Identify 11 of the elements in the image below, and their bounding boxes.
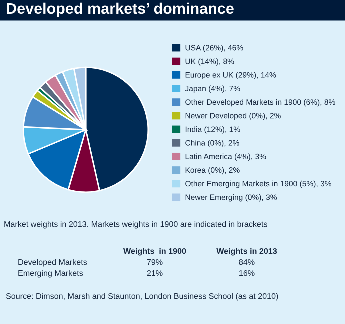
text: 21% (147, 270, 163, 276)
text: Market weights in 2013. Markets weights in 1900 are indicated in brackets (4, 221, 268, 229)
text: 16% (240, 270, 255, 276)
text: Developed Markets (18, 259, 88, 267)
chart-title: Developed markets’ dominance (7, 2, 234, 18)
source-note: Source: Dimson, Marsh and Staunton, London Business School (as at 2010) (6, 293, 278, 301)
text: Emerging Markets (18, 270, 84, 278)
text: 79% (147, 259, 163, 266)
text: Weights in 1900 (124, 248, 186, 256)
text: Weights in 2013 (216, 248, 278, 256)
text: 84% (239, 259, 255, 266)
